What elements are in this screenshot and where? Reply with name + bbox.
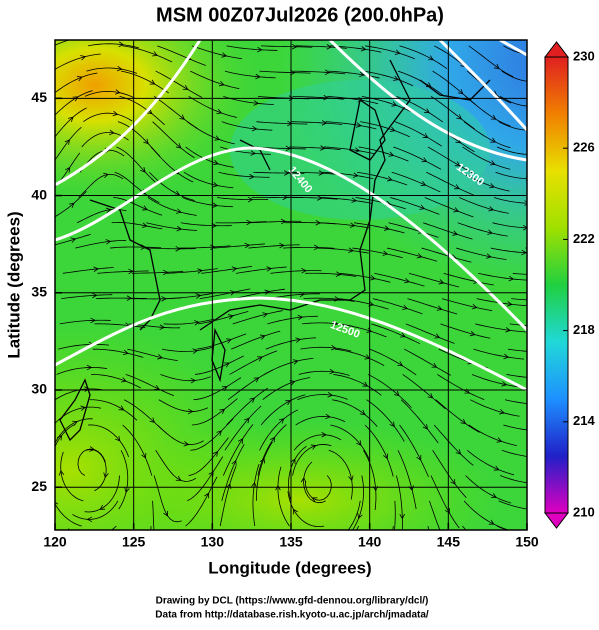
- streamline-arrow: [165, 550, 170, 555]
- streamline-arrow: [438, 561, 442, 566]
- streamline-arrow: [541, 324, 545, 329]
- streamline-arrow: [532, 455, 537, 460]
- streamline: [36, 466, 47, 527]
- streamline: [380, 526, 393, 587]
- colorbar-tick-label: 210: [573, 504, 595, 519]
- x-tick-label: 125: [122, 534, 146, 550]
- streamline-arrow: [391, 540, 396, 545]
- x-tick-label: 135: [279, 534, 303, 550]
- x-axis-label: Longitude (degrees): [208, 558, 371, 577]
- colorbar-tick-label: 214: [573, 413, 595, 428]
- streamline-arrow: [530, 104, 534, 109]
- colorbar: [545, 57, 568, 513]
- streamline-arrow: [572, 372, 577, 377]
- streamline-arrow: [342, 532, 347, 537]
- x-tick-label: 145: [437, 534, 461, 550]
- streamline-arrow: [539, 350, 543, 355]
- x-tick-label: 150: [515, 534, 539, 550]
- colorbar-extend: [545, 42, 568, 57]
- streamline-arrow: [487, 545, 492, 549]
- streamline-arrow: [384, 564, 389, 569]
- streamline-arrow: [530, 481, 535, 486]
- streamline-arrow: [42, 458, 47, 463]
- streamline-arrow: [577, 294, 582, 299]
- y-tick-label: 40: [31, 186, 47, 202]
- streamline-arrow: [533, 52, 538, 57]
- chart-title: MSM 00Z07Jul2026 (200.0hPa): [156, 4, 444, 26]
- streamline: [538, 25, 586, 45]
- streamline-arrow: [527, 152, 531, 157]
- streamline-arrow: [570, 397, 575, 402]
- y-tick-label: 25: [31, 478, 47, 494]
- streamline-arrow: [529, 507, 534, 512]
- colorbar-tick-label: 218: [573, 322, 595, 337]
- colorbar-extend: [545, 513, 568, 528]
- x-tick-label: 130: [201, 534, 225, 550]
- y-tick-label: 30: [31, 381, 47, 397]
- colorbar-tick-label: 230: [573, 48, 595, 63]
- streamline-arrow: [574, 346, 579, 351]
- streamline-arrow: [531, 79, 536, 84]
- y-tick-label: 45: [31, 89, 47, 105]
- x-tick-label: 120: [43, 534, 67, 550]
- streamline-arrow: [529, 128, 533, 133]
- streamline-arrow: [536, 402, 541, 407]
- streamline-arrow: [567, 33, 572, 37]
- footer-line: Data from http://database.rish.kyoto-u.a…: [155, 610, 429, 621]
- colorbar-tick-label: 222: [573, 231, 595, 246]
- x-tick-label: 140: [358, 534, 382, 550]
- colorbar-tick-label: 226: [573, 140, 595, 155]
- y-axis-label: Latitude (degrees): [4, 211, 23, 358]
- streamline-arrow: [332, 549, 337, 553]
- streamline-arrow: [578, 268, 583, 273]
- footer-line: Drawing by DCL (https://www.gfd-dennou.o…: [156, 596, 429, 607]
- streamline-arrow: [563, 525, 568, 530]
- streamline-arrow: [154, 538, 158, 543]
- streamline-arrow: [534, 428, 539, 433]
- streamline-arrow: [83, 34, 88, 39]
- streamline-arrow: [537, 376, 541, 381]
- streamline-arrow: [83, 534, 88, 539]
- y-tick-label: 35: [31, 283, 47, 299]
